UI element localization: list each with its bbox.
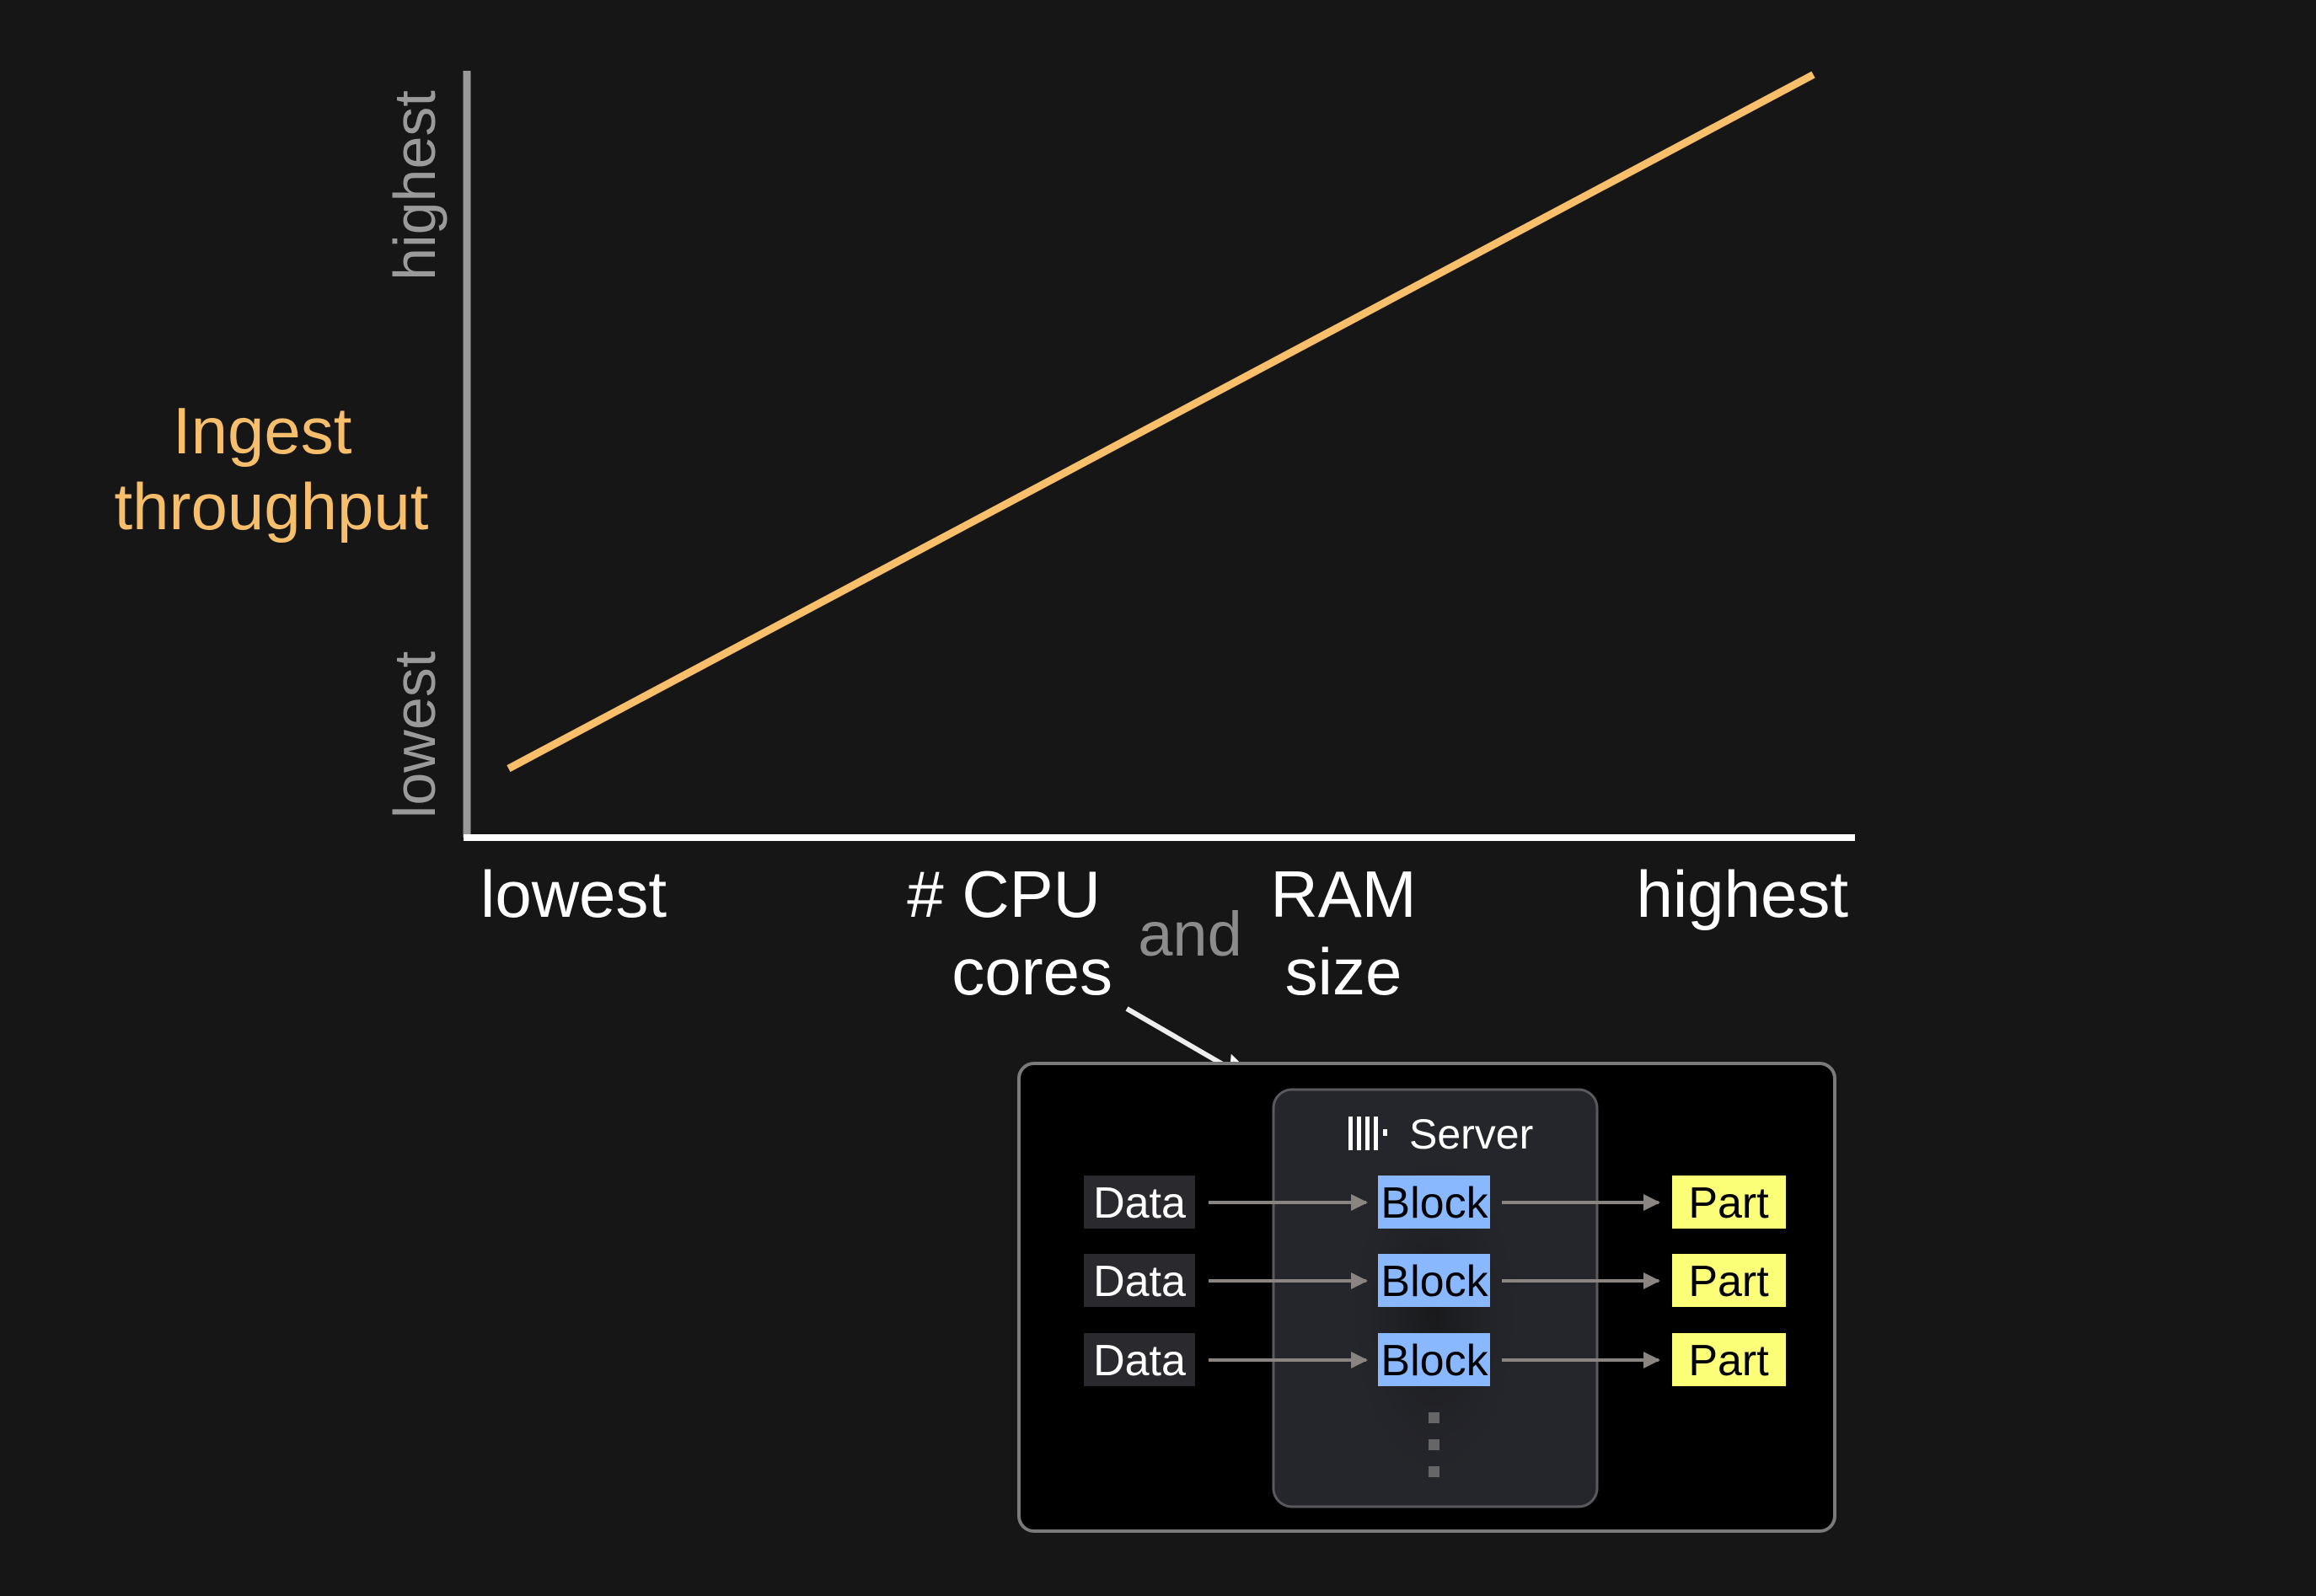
x-label-cores: cores (952, 935, 1112, 1009)
part-box (1672, 1176, 1786, 1229)
x-label-cpu: # CPU (907, 857, 1101, 931)
data-label: Data (1093, 1336, 1186, 1385)
x-label-and: and (1138, 899, 1241, 969)
series-layer (507, 71, 1815, 773)
pipeline-row: Data Block Part (1084, 1333, 1786, 1386)
part-box (1672, 1254, 1786, 1307)
data-label: Data (1093, 1257, 1186, 1306)
y-axis-label: Ingest throughput (115, 394, 429, 544)
data-label: Data (1093, 1179, 1186, 1228)
part-label: Part (1688, 1179, 1769, 1228)
data-box (1084, 1176, 1195, 1229)
pipeline-row: Data Block Part (1084, 1176, 1786, 1229)
clickhouse-bars-icon (1348, 1117, 1387, 1150)
y-tick-highest: highest (382, 90, 448, 281)
block-label: Block (1380, 1336, 1488, 1385)
block-box (1378, 1176, 1490, 1229)
x-tick-lowest: lowest (480, 857, 667, 931)
x-label-ram: RAM (1270, 857, 1416, 931)
y-tick-lowest: lowest (382, 651, 448, 818)
pipeline-row: Data Block Part (1084, 1254, 1786, 1307)
server-label: Server (1409, 1111, 1533, 1158)
part-label: Part (1688, 1257, 1769, 1306)
block-box (1378, 1254, 1490, 1307)
data-box (1084, 1333, 1195, 1386)
data-box (1084, 1254, 1195, 1307)
series-line-0 (507, 71, 1815, 773)
part-label: Part (1688, 1336, 1769, 1385)
y-axis-label-line1: Ingest (173, 394, 352, 468)
more-dots (1429, 1412, 1439, 1477)
pipeline-rows: Data Block Part Data Block Part Data Block Part (1084, 1176, 1786, 1386)
x-tick-highest: highest (1636, 857, 1848, 931)
x-label-size: size (1285, 935, 1402, 1009)
part-box (1672, 1333, 1786, 1386)
block-label: Block (1380, 1179, 1488, 1228)
block-label: Block (1380, 1257, 1488, 1306)
block-box (1378, 1333, 1490, 1386)
y-axis-label-line2: throughput (115, 469, 429, 544)
